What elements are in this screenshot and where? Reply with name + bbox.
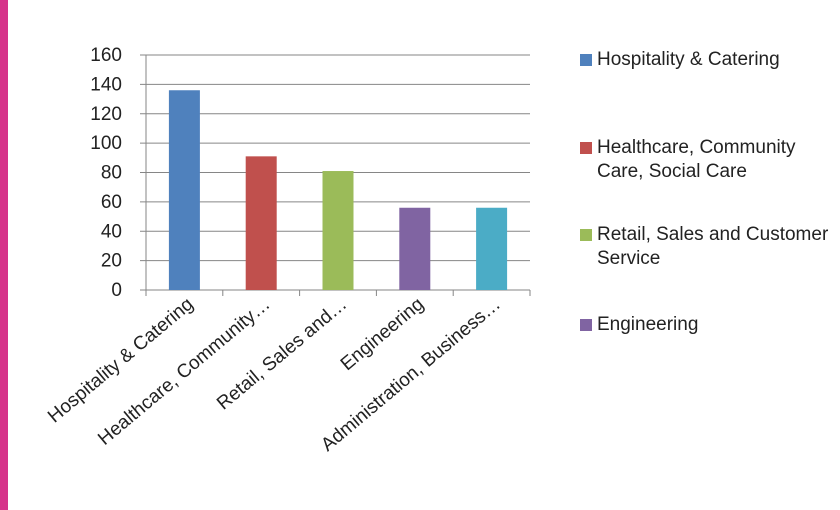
bar-3 <box>322 171 354 290</box>
bar-2 <box>245 156 277 290</box>
legend-swatch <box>580 142 592 154</box>
legend-label: Hospitality & Catering <box>597 49 780 70</box>
legend-item: Engineering <box>580 313 840 337</box>
bars <box>168 90 508 290</box>
gridlines <box>146 54 530 262</box>
y-tick-label: 20 <box>101 251 122 272</box>
legend-label: Retail, Sales and Customer Service <box>597 224 829 269</box>
y-tick-label: 60 <box>101 192 122 213</box>
y-tick-label: 140 <box>90 74 122 95</box>
legend-item: Healthcare, Community Care, Social Care <box>580 136 840 184</box>
legend-item: Retail, Sales and Customer Service <box>580 223 840 271</box>
x-tick-label: Hospitality & Catering <box>44 294 197 428</box>
x-tick-label: Retail, Sales and… <box>213 294 351 415</box>
bar-1 <box>168 90 200 290</box>
y-tick-labels: 0 20 40 60 80 100 120 140 160 <box>90 45 122 301</box>
legend-swatch <box>580 319 592 331</box>
bar-5 <box>476 207 508 290</box>
legend-swatch <box>580 229 592 241</box>
y-tick-label: 80 <box>101 163 122 184</box>
legend-item: Hospitality & Catering <box>580 48 840 72</box>
y-tick-label: 100 <box>90 133 122 154</box>
legend-label: Healthcare, Community Care, Social Care <box>597 137 796 182</box>
y-tick-label: 160 <box>90 45 122 66</box>
accent-bar <box>0 0 8 510</box>
y-tick-label: 0 <box>111 280 122 301</box>
legend-swatch <box>580 54 592 66</box>
legend-label: Engineering <box>597 314 699 335</box>
y-tick-label: 40 <box>101 221 122 242</box>
y-tick-label: 120 <box>90 104 122 125</box>
bar-4 <box>399 207 431 290</box>
